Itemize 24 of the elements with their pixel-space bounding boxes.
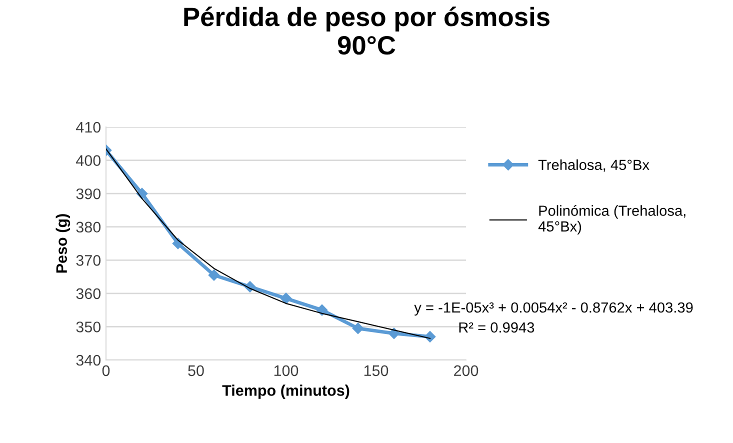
y-axis-title: Peso (g) bbox=[56, 214, 70, 273]
y-tick-label: 390 bbox=[76, 188, 101, 200]
annotation: R² = 0.9943 bbox=[459, 322, 534, 333]
y-tick-label: 400 bbox=[76, 155, 101, 166]
point bbox=[208, 270, 220, 281]
x-tick-label: 200 bbox=[454, 365, 478, 376]
point bbox=[280, 292, 292, 304]
chart-title: Pérdida de peso por ósmosis 90°C bbox=[184, 6, 550, 55]
y-tick-label: 350 bbox=[76, 322, 101, 332]
y-tick-label: 380 bbox=[76, 222, 101, 233]
y-tick-label: 370 bbox=[76, 255, 101, 266]
legend-label: Polinómica (Trehalosa, 45°Bx) bbox=[538, 205, 686, 234]
y-tick-label: 410 bbox=[76, 122, 101, 133]
x-tick-label: 0 bbox=[102, 365, 110, 376]
point bbox=[352, 322, 364, 334]
y-tick-label: 360 bbox=[76, 288, 101, 300]
x-tick-label: 50 bbox=[188, 365, 204, 376]
x-axis-title: Tiempo (minutos) bbox=[222, 384, 350, 399]
legend-label: Trehalosa, 45°Bx bbox=[538, 159, 650, 172]
x-tick-label: 100 bbox=[274, 365, 298, 376]
y-tick-label: 340 bbox=[76, 354, 101, 366]
x-tick-label: 150 bbox=[364, 365, 388, 376]
annotation: y = -1E-05x³ + 0.0054x² - 0.8762x + 403.39 bbox=[414, 302, 693, 316]
point bbox=[388, 328, 400, 339]
